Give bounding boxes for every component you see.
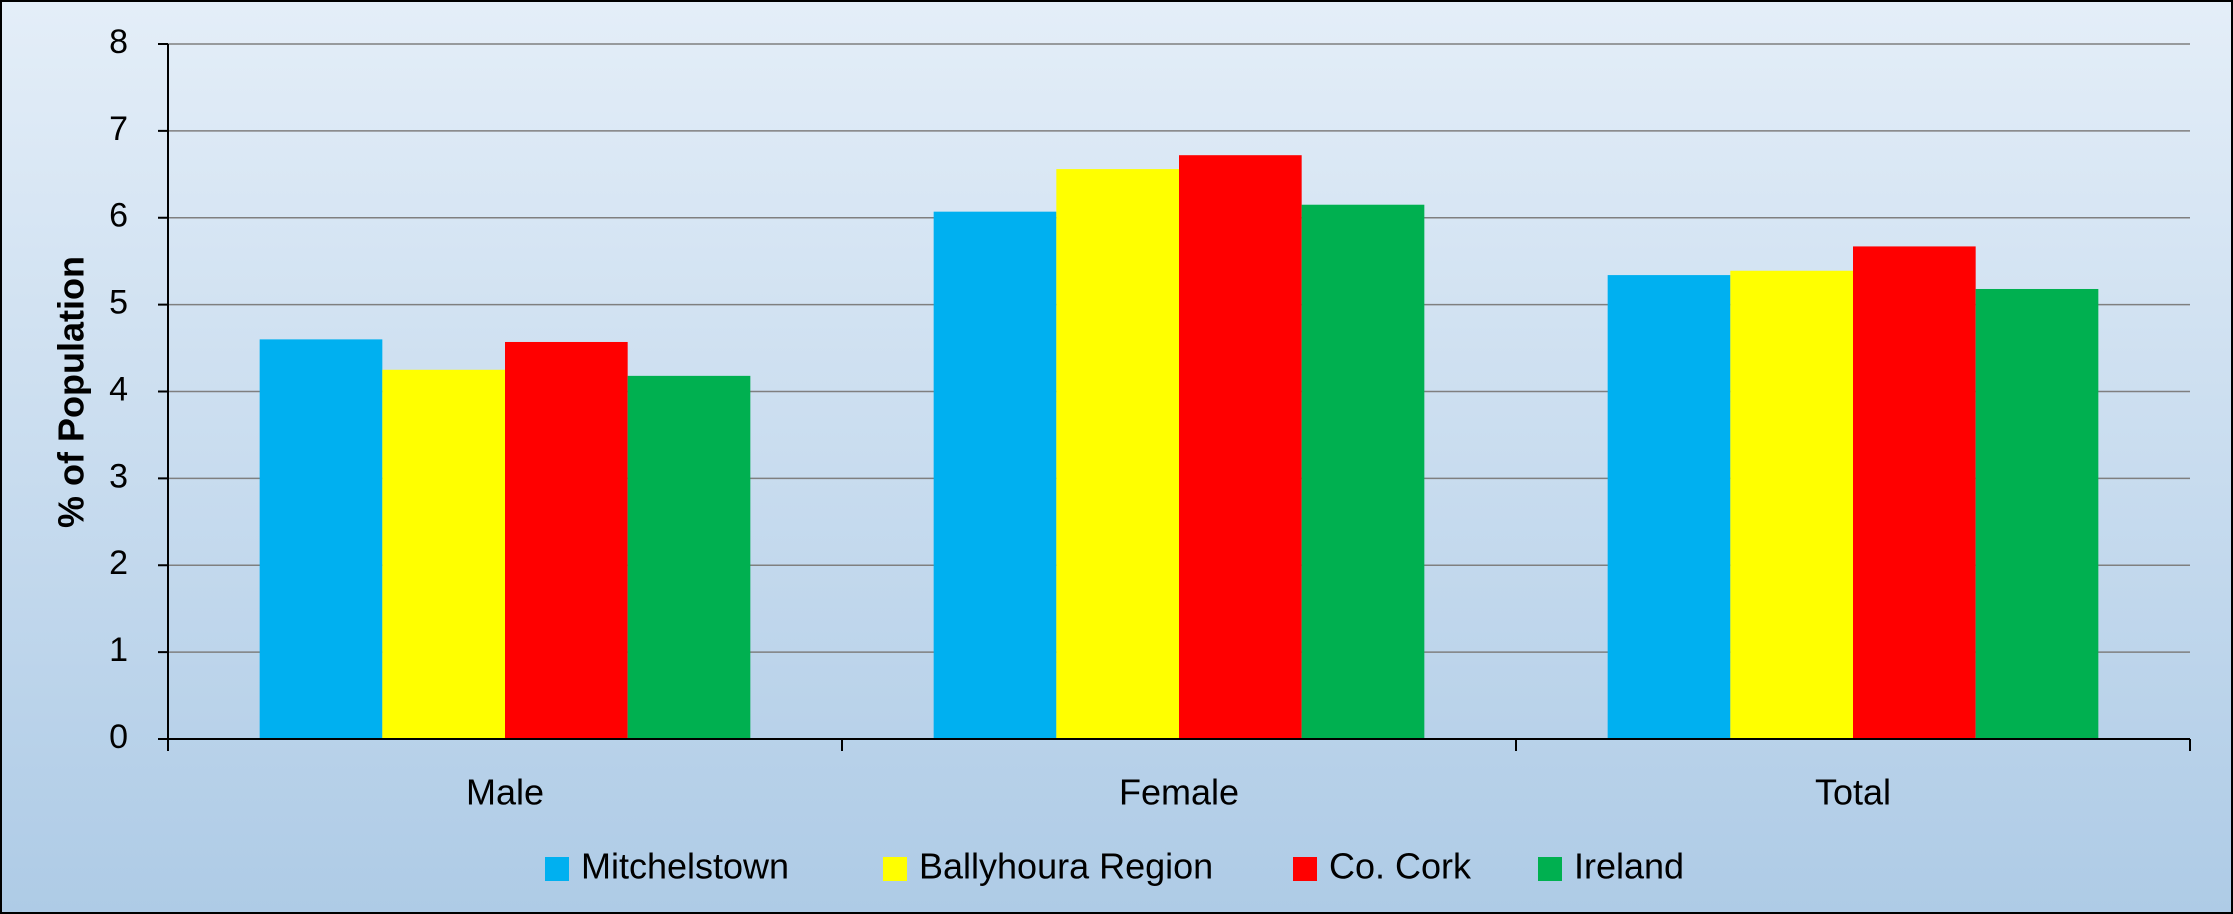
legend-label: Ballyhoura Region (919, 846, 1213, 887)
y-tick-label: 5 (109, 284, 128, 322)
bar (382, 369, 505, 739)
bar (259, 339, 383, 739)
y-tick-label: 6 (109, 197, 128, 235)
y-tick-label: 0 (109, 718, 128, 756)
x-tick-label: Total (1815, 772, 1891, 813)
bar (505, 341, 628, 739)
y-tick-label: 1 (109, 631, 128, 669)
bar (933, 211, 1057, 739)
bar (1975, 288, 2099, 739)
y-axis-label: % of Population (51, 256, 92, 528)
bar (1853, 246, 1976, 739)
legend-label: Co. Cork (1329, 846, 1472, 887)
bar (1301, 204, 1425, 739)
y-tick-label: 7 (109, 110, 128, 148)
legend-label: Ireland (1574, 846, 1684, 887)
legend-swatch (1293, 857, 1317, 881)
bar (1607, 275, 1731, 739)
bar (1730, 270, 1853, 739)
legend-swatch (545, 857, 569, 881)
bar (1179, 155, 1302, 739)
y-tick-label: 8 (109, 23, 128, 61)
y-tick-label: 3 (109, 457, 128, 495)
y-tick-label: 2 (109, 544, 128, 582)
x-tick-label: Male (466, 772, 544, 813)
x-tick-label: Female (1119, 772, 1239, 813)
y-tick-label: 4 (109, 370, 128, 408)
legend-swatch (883, 857, 907, 881)
bar (1056, 169, 1179, 740)
legend-label: Mitchelstown (581, 846, 789, 887)
legend-swatch (1538, 857, 1562, 881)
bar (627, 375, 751, 739)
